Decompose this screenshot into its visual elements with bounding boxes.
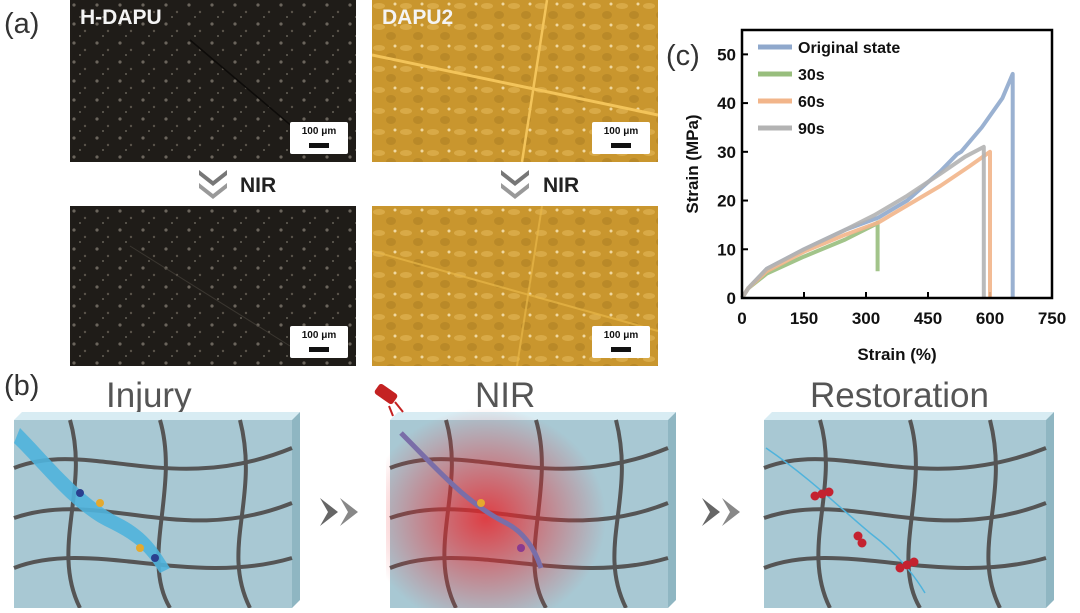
scale-bar: 100 μm: [592, 122, 650, 154]
series-line-3: [740, 144, 986, 300]
plot-frame: [740, 28, 1054, 300]
scale-bar: 100 μm: [290, 326, 348, 358]
x-tick-label: 450: [914, 309, 942, 328]
micrograph-hdapu-before: H-DAPU 100 μm: [70, 0, 356, 162]
stress-strain-chart: 0 150 300 450 600 750 0 10 20 30 40 50 Original sta…: [683, 28, 1066, 364]
scale-bar: 100 μm: [290, 122, 348, 154]
y-tick-label: 10: [717, 240, 736, 259]
stage-title-restoration: Restoration: [810, 376, 989, 415]
scale-bar: 100 μm: [592, 326, 650, 358]
double-chevron-right-icon: [702, 498, 740, 526]
legend-label-0: Original state: [798, 40, 900, 57]
micrograph-dapu2-before: DAPU2 100 μm: [372, 0, 658, 162]
nir-label-dapu2: NIR: [543, 174, 580, 197]
y-tick-label: 40: [717, 94, 736, 113]
panel-label-b: (b): [4, 370, 40, 402]
x-tick-label: 150: [790, 309, 818, 328]
stage-title-injury: Injury: [106, 376, 192, 415]
nir-lamp-icon: [374, 383, 404, 417]
scale-bar-label: 100 μm: [301, 330, 337, 341]
legend-label-3: 90s: [798, 121, 825, 138]
y-axis-label: Strain (MPa): [683, 114, 702, 213]
sample-name-dapu2: DAPU2: [382, 6, 454, 29]
sample-name-hdapu: H-DAPU: [80, 6, 162, 29]
down-chevron-icon: [501, 170, 529, 199]
panel-label-c: (c): [666, 40, 700, 72]
double-chevron-right-icon: [320, 498, 358, 526]
micrograph-hdapu-after: 100 μm: [70, 206, 356, 366]
y-tick-label: 50: [717, 45, 736, 64]
y-tick-label: 20: [717, 192, 736, 211]
series-line-2: [740, 149, 992, 300]
x-axis-label: Strain (%): [857, 345, 936, 364]
network-block-injury: [13, 412, 300, 608]
legend-label-2: 60s: [798, 94, 825, 111]
micrograph-dapu2-after: 100 μm: [372, 206, 658, 366]
x-tick-label: 300: [852, 309, 880, 328]
panel-label-a: (a): [4, 8, 40, 40]
series-line-1: [740, 220, 880, 300]
nir-label-hdapu: NIR: [240, 174, 277, 197]
x-tick-label: 750: [1038, 309, 1066, 328]
x-tick-label: 0: [737, 309, 746, 328]
down-chevron-icon: [199, 170, 227, 199]
y-tick-label: 30: [717, 143, 736, 162]
scale-bar-label: 100 μm: [301, 126, 337, 137]
network-block-nir: [386, 408, 676, 608]
x-tick-label: 600: [976, 309, 1004, 328]
scale-bar-label: 100 μm: [603, 126, 639, 137]
y-tick-label: 0: [727, 289, 736, 308]
network-block-restoration: [763, 412, 1054, 608]
legend-label-1: 30s: [798, 67, 825, 84]
scale-bar-label: 100 μm: [603, 330, 639, 341]
